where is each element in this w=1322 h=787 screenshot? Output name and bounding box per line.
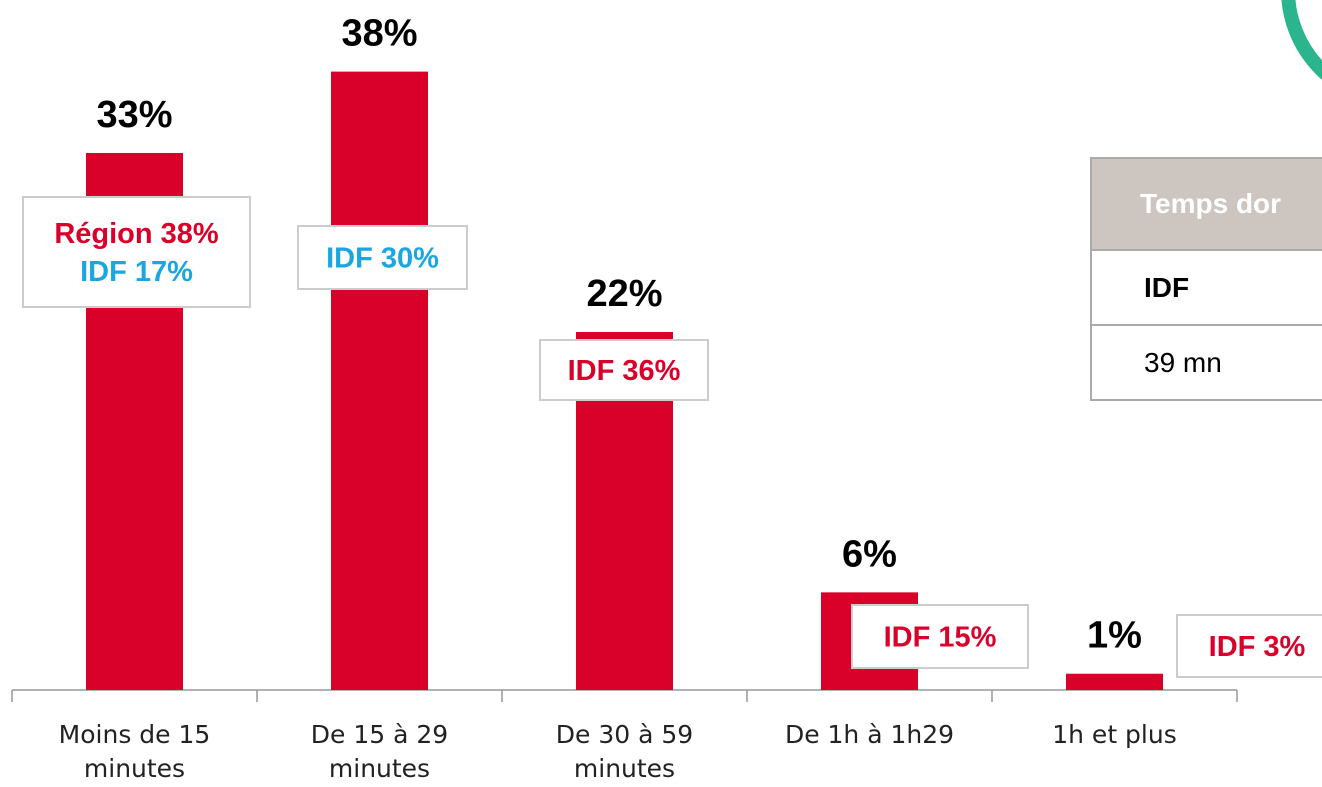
annotation: IDF 30% bbox=[326, 243, 439, 275]
annotation: IDF 36% bbox=[568, 355, 681, 387]
value-label: 6% bbox=[842, 533, 897, 575]
x-tick-label: Moins de 15 minutes bbox=[58, 720, 211, 783]
value-label: 33% bbox=[96, 94, 172, 136]
x-tick-label: De 30 à 59 minutes bbox=[555, 720, 694, 783]
annotation-box bbox=[1176, 614, 1322, 678]
annotation-box bbox=[851, 604, 1029, 669]
x-tick-label: De 1h à 1h29 bbox=[784, 720, 955, 749]
annotation-box bbox=[22, 196, 251, 308]
annotation-box bbox=[539, 339, 709, 401]
annotation: Région 38% bbox=[54, 218, 219, 250]
value-label: 1% bbox=[1087, 615, 1142, 657]
bar bbox=[1066, 673, 1163, 690]
annotation: IDF 3% bbox=[1209, 631, 1306, 663]
table-cell: IDF bbox=[1090, 249, 1322, 326]
table-cell: 39 mn bbox=[1090, 324, 1322, 401]
table-header: Temps dor bbox=[1090, 157, 1322, 251]
decor-arc bbox=[1281, 0, 1322, 80]
annotation: IDF 15% bbox=[884, 622, 997, 654]
x-tick-label: 1h et plus bbox=[1052, 720, 1177, 749]
value-label: 22% bbox=[586, 273, 662, 315]
annotation-box bbox=[297, 225, 468, 290]
bar bbox=[331, 71, 428, 691]
summary-table: Temps dor IDF 39 mn bbox=[1090, 157, 1322, 401]
annotation: IDF 17% bbox=[80, 256, 193, 288]
x-tick-label: De 15 à 29 minutes bbox=[310, 720, 449, 783]
value-label: 38% bbox=[341, 13, 417, 55]
